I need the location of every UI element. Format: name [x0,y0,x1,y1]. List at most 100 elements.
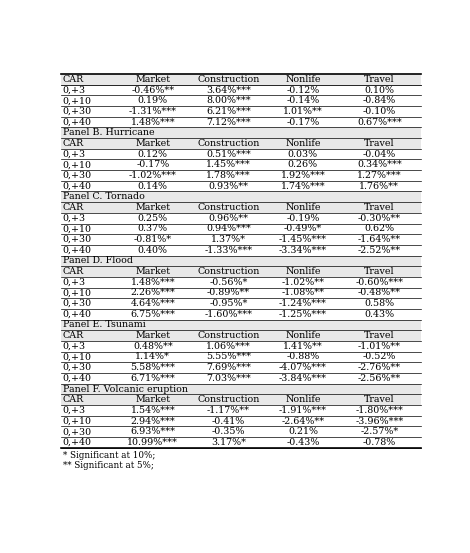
Text: -0.19%: -0.19% [286,213,320,223]
Text: 0,+3: 0,+3 [63,213,86,223]
Text: 0,+30: 0,+30 [63,107,92,116]
Bar [61,138,421,149]
Text: -1.45%***: -1.45%*** [279,235,327,244]
Text: -4.07%***: -4.07%*** [279,363,327,372]
Text: 0.37%: 0.37% [138,225,168,233]
Text: -3.34%***: -3.34%*** [279,246,327,255]
Text: Nonlife: Nonlife [285,331,321,340]
Text: -1.17%**: -1.17%** [207,406,250,415]
Text: 0.51%***: 0.51%*** [206,150,251,159]
Text: 1.41%**: 1.41%** [283,342,323,351]
Bar [61,191,421,202]
Text: Travel: Travel [364,395,395,404]
Text: 0.62%: 0.62% [364,225,394,233]
Bar [61,394,421,405]
Text: 6.75%***: 6.75%*** [130,310,175,319]
Text: 0.96%**: 0.96%** [208,213,248,223]
Bar [61,405,421,416]
Text: Construction: Construction [197,139,259,148]
Text: 0.67%***: 0.67%*** [357,118,402,127]
Text: Construction: Construction [197,267,259,276]
Text: 1.37%*: 1.37%* [211,235,246,244]
Text: 0,+10: 0,+10 [63,289,92,298]
Text: -1.24%***: -1.24%*** [279,299,327,308]
Bar [61,288,421,298]
Text: 0,+3: 0,+3 [63,342,86,351]
Text: 0,+10: 0,+10 [63,96,92,105]
Text: 0.40%: 0.40% [138,246,168,255]
Bar [61,255,421,266]
Text: -0.12%: -0.12% [286,86,320,95]
Text: 0.25%: 0.25% [138,213,168,223]
Text: ** Significant at 5%;: ** Significant at 5%; [63,461,154,470]
Text: -0.48%**: -0.48%** [358,289,401,298]
Text: Market: Market [135,139,170,148]
Text: Nonlife: Nonlife [285,75,321,84]
Text: -0.89%**: -0.89%** [207,289,250,298]
Bar [61,170,421,181]
Bar [61,426,421,437]
Text: 0,+40: 0,+40 [63,181,92,191]
Text: 6.93%***: 6.93%*** [130,427,175,436]
Bar [61,159,421,170]
Text: * Significant at 10%;: * Significant at 10%; [63,451,155,460]
Bar [61,106,421,117]
Text: Travel: Travel [364,203,395,212]
Text: 1.48%***: 1.48%*** [131,118,175,127]
Text: 0,+40: 0,+40 [63,310,92,319]
Text: CAR: CAR [63,203,84,212]
Text: -2.57%*: -2.57%* [360,427,399,436]
Text: -1.91%***: -1.91%*** [279,406,327,415]
Text: 1.14%*: 1.14%* [135,352,170,362]
Text: Travel: Travel [364,139,395,148]
Text: -0.52%: -0.52% [363,352,396,362]
Text: Travel: Travel [364,267,395,276]
Text: 1.74%***: 1.74%*** [281,181,325,191]
Text: -3.84%***: -3.84%*** [279,374,327,383]
Text: -1.60%***: -1.60%*** [204,310,252,319]
Text: CAR: CAR [63,75,84,84]
Text: -0.10%: -0.10% [363,107,396,116]
Text: Nonlife: Nonlife [285,139,321,148]
Text: Travel: Travel [364,75,395,84]
Text: Construction: Construction [197,395,259,404]
Text: 0,+30: 0,+30 [63,171,92,180]
Text: -0.49%*: -0.49%* [284,225,322,233]
Text: Panel C. Tornado: Panel C. Tornado [63,192,144,201]
Text: 0,+30: 0,+30 [63,363,92,372]
Text: 7.03%***: 7.03%*** [206,374,251,383]
Bar [61,202,421,213]
Text: Nonlife: Nonlife [285,395,321,404]
Text: Nonlife: Nonlife [285,203,321,212]
Text: 0.26%: 0.26% [288,160,318,169]
Text: 0.94%***: 0.94%*** [206,225,251,233]
Bar [61,234,421,245]
Bar [61,213,421,223]
Text: -0.46%**: -0.46%** [131,86,174,95]
Text: Panel F. Volcanic eruption: Panel F. Volcanic eruption [63,384,188,394]
Text: 0,+10: 0,+10 [63,160,92,169]
Bar [61,149,421,159]
Text: -1.02%***: -1.02%*** [129,171,177,180]
Bar [61,352,421,362]
Text: -0.95%*: -0.95%* [209,299,248,308]
Text: Panel B. Hurricane: Panel B. Hurricane [63,128,154,137]
Text: 10.99%***: 10.99%*** [127,438,178,447]
Bar [61,309,421,320]
Text: -0.43%: -0.43% [286,438,320,447]
Bar [61,320,421,330]
Text: -1.64%**: -1.64%** [358,235,401,244]
Text: 0.21%: 0.21% [288,427,318,436]
Text: 0,+40: 0,+40 [63,118,92,127]
Text: Panel E. Tsunami: Panel E. Tsunami [63,320,145,330]
Bar [61,341,421,352]
Text: 5.55%***: 5.55%*** [206,352,251,362]
Text: -0.81%*: -0.81%* [133,235,172,244]
Text: 2.94%***: 2.94%*** [130,416,175,425]
Text: 1.01%**: 1.01%** [283,107,323,116]
Text: -3.96%***: -3.96%*** [355,416,403,425]
Text: 7.69%***: 7.69%*** [206,363,251,372]
Text: Market: Market [135,331,170,340]
Text: -1.25%***: -1.25%*** [279,310,327,319]
Text: -0.17%: -0.17% [286,118,320,127]
